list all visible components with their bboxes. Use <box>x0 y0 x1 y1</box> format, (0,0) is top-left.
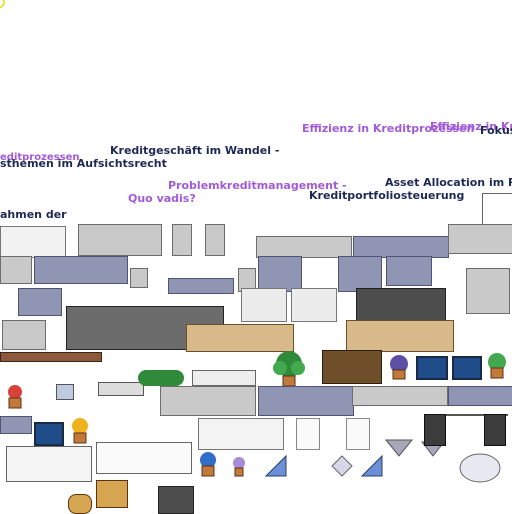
cursor-ring-icon <box>0 0 10 14</box>
monitor-icon-1 <box>416 356 448 380</box>
long-sofa-blue-sprite-3 <box>448 386 512 406</box>
label-kreditgeschaeft: Kreditgeschäft im Wandel - <box>110 144 280 157</box>
wooden-table-sprite-1 <box>186 324 294 352</box>
label-problemkreditmanagement: Problemkreditmanagement - <box>168 179 347 192</box>
small-plant-icon <box>484 352 510 380</box>
label-asset-allocation: Asset Allocation im Ra <box>385 176 512 189</box>
sunflower-icon <box>68 416 92 444</box>
monitor-icon-3 <box>34 422 64 446</box>
character-sprite-1 <box>424 414 446 446</box>
dark-block-sprite <box>158 486 194 514</box>
label-aufsichtsrecht: sthemen im Aufsichtsrecht <box>0 157 167 170</box>
reception-desk-sprite <box>6 446 92 482</box>
sofa-right-sprite <box>448 224 512 254</box>
armchair-gray-sprite <box>0 256 32 284</box>
armchair-blue-sprite <box>386 256 432 286</box>
armchair-gray-right-sprite <box>466 268 510 314</box>
sofa-blue-tall-sprite <box>168 278 234 294</box>
dark-board-sprite <box>356 288 446 322</box>
pillow-sprite <box>68 494 92 514</box>
label-rahmen: ahmen der <box>0 208 67 221</box>
round-table-icon <box>458 452 502 486</box>
low-plants-sprite <box>138 370 184 386</box>
long-sofa-gray-sprite <box>256 236 352 258</box>
long-sofa-blue-sprite <box>353 236 449 258</box>
sofa-blue-wide-sprite <box>34 256 128 284</box>
railing-sprite <box>482 193 512 224</box>
label-fokus: Fokus <box>480 124 512 137</box>
label-effizienz: Effizienz in Kreditprozessen <box>302 122 475 135</box>
long-sofa-gray-sprite-2 <box>160 386 256 416</box>
lavender-plant-icon <box>230 456 248 478</box>
counter-sprite <box>0 226 66 258</box>
long-sofa-gray-sprite-3 <box>352 386 448 406</box>
tile-icon-2 <box>330 454 354 478</box>
arrow-down-icon <box>384 438 414 460</box>
blue-tile-icon-1 <box>264 454 288 478</box>
pillar-sprite-2 <box>205 224 225 256</box>
long-sofa-blue-sprite-2 <box>258 386 354 416</box>
sofa-corner-small-sprite <box>130 268 148 288</box>
glass-panel-sprite-2 <box>291 288 337 322</box>
label-kreditportfoliosteuerung: Kreditportfoliosteuerung <box>309 189 465 202</box>
blue-plant-icon <box>196 450 220 478</box>
side-table-sprite <box>98 382 144 396</box>
big-plant-icon <box>268 350 310 386</box>
sofa-blue-left-sprite <box>0 416 32 434</box>
corner-counter-sprite <box>78 224 162 256</box>
glass-panel-sprite-1 <box>241 288 287 322</box>
wooden-bench-sprite <box>0 352 102 362</box>
armchair-blue-small-sprite <box>18 288 62 316</box>
wooden-table-sprite-2 <box>346 320 454 352</box>
sofa-blue-vertical-sprite <box>258 256 302 292</box>
stool-sprite <box>96 480 128 508</box>
armchair-gray-sprite-2 <box>2 320 46 350</box>
bench-plant-sprite <box>192 370 256 386</box>
purple-plant-icon <box>386 354 412 380</box>
pillar-sprite-1 <box>172 224 192 256</box>
label-quo-vadis: Quo vadis? <box>128 192 196 205</box>
blue-tile-icon-3 <box>360 454 384 478</box>
monitor-icon-2 <box>452 356 482 380</box>
character-sprite-2 <box>484 414 506 446</box>
door-sprite-1 <box>296 418 320 450</box>
sofa-blue-vertical-sprite-2 <box>338 256 382 292</box>
cabinet-sprite <box>198 418 284 450</box>
door-sprite-2 <box>346 418 370 450</box>
small-pot-icon <box>56 384 74 400</box>
label-effizienz-overlap: Effizienz in Kre <box>430 120 512 133</box>
red-flower-icon <box>4 384 26 410</box>
white-desk-sprite <box>96 442 192 474</box>
label-kreditprozessen-left: editprozessen <box>0 152 80 163</box>
bookshelf-sprite <box>322 350 382 384</box>
